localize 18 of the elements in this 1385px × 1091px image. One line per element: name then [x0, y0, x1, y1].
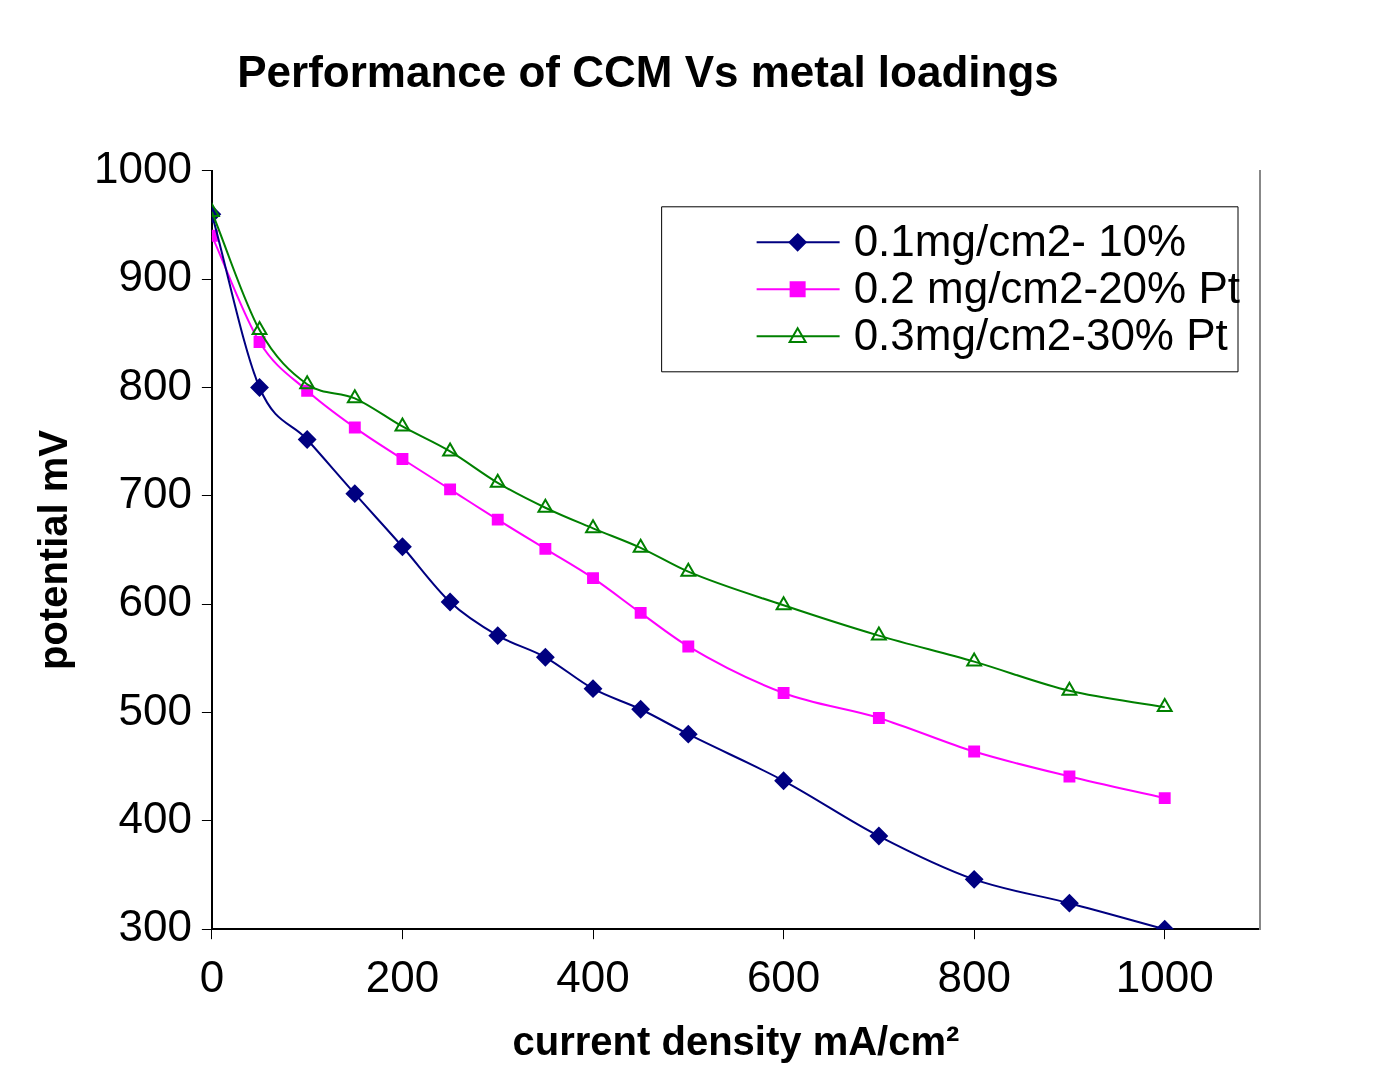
x-tick-label: 600: [746, 951, 821, 1001]
y-tick-label: 1000: [93, 142, 192, 192]
x-tick-label: 400: [556, 951, 630, 1001]
y-tick-label: 300: [118, 901, 192, 951]
x-tick-label: 0: [199, 951, 225, 1001]
x-tick-label: 800: [937, 951, 1011, 1001]
y-axis-title: potential mV: [31, 429, 76, 671]
chart-title: Performance of CCM Vs metal loadings: [237, 46, 1059, 96]
y-tick-label: 900: [118, 251, 192, 301]
y-tick-label: 400: [118, 793, 192, 842]
y-tick-label: 500: [118, 684, 192, 734]
legend-label: 0.1mg/cm2- 10%: [853, 216, 1187, 266]
x-tick-label: 200: [365, 951, 440, 1001]
x-axis-title: current density mA/cm²: [512, 1019, 960, 1064]
y-tick-label: 800: [118, 359, 192, 409]
y-tick-label: 600: [118, 576, 192, 626]
x-tick-label: 1000: [1115, 951, 1214, 1001]
y-tick-label: 700: [118, 467, 192, 517]
